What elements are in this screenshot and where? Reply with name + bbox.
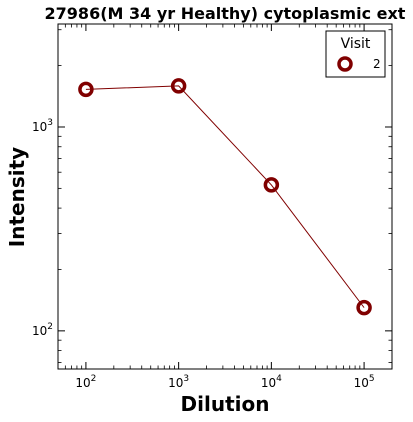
x-minor-ticks [57,24,393,369]
y-tick-label: 102 [32,322,53,338]
x-axis-label: Dilution [181,392,270,416]
x-tick-label: 102 [75,374,96,390]
series-layer [78,78,372,316]
y-axis-ticks: 102 103 [32,118,392,338]
plot-area [57,23,393,370]
y-minor-ticks [58,29,392,363]
data-point [170,78,187,94]
legend-box [325,30,386,78]
x-tick-label: 103 [168,374,189,390]
x-tick-label: 105 [354,374,375,390]
y-tick-label: 103 [32,118,53,134]
legend-label: 2 [373,57,381,71]
x-axis-ticks: 102 103 104 105 [75,24,375,390]
x-tick-label: 104 [261,374,282,390]
data-point [78,81,94,98]
data-point [263,177,280,193]
data-point [356,299,372,316]
legend-marker [337,56,353,72]
series-line [85,85,365,308]
legend: Visit 2 [325,30,386,78]
chart-title: 27986(M 34 yr Healthy) cytoplasmic ext [45,4,406,23]
legend-title: Visit [341,36,371,52]
y-axis-label: Intensity [5,147,29,247]
